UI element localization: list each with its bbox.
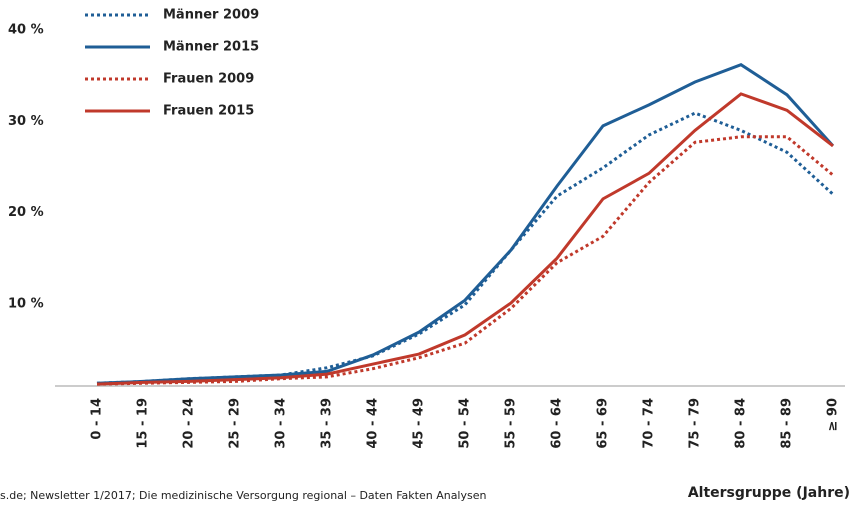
x-tick-label: 50 - 54: [458, 398, 473, 449]
y-tick-label: 30 %: [8, 114, 44, 129]
y-tick-label: 40 %: [8, 23, 44, 38]
x-tick-label: 85 - 89: [780, 398, 795, 449]
x-tick-label: 45 - 49: [412, 398, 427, 449]
x-tick-label: 80 - 84: [734, 398, 749, 449]
y-tick-label: 20 %: [8, 205, 44, 220]
source: s.de; Newsletter 1/2017; Die medizinisch…: [0, 489, 486, 502]
x-tick-label: 40 - 44: [366, 398, 381, 449]
x-tick-label: 15 - 19: [136, 398, 151, 449]
y-tick-label: 10 %: [8, 296, 44, 311]
x-tick-label: 0 - 14: [90, 398, 105, 440]
x-tick-label: 25 - 29: [228, 398, 243, 449]
x-axis-label: Altersgruppe (Jahre): [688, 485, 850, 501]
x-tick-label: ≥ 90: [826, 398, 841, 432]
legend-label: Frauen 2015: [163, 104, 254, 119]
x-tick-label: 60 - 64: [550, 398, 565, 449]
x-tick-label: 70 - 74: [642, 398, 657, 449]
legend-label: Männer 2015: [163, 40, 259, 55]
x-tick-label: 20 - 24: [182, 398, 197, 449]
legend-label: Frauen 2009: [163, 72, 254, 87]
x-tick-label: 35 - 39: [320, 398, 335, 449]
legend-label: Männer 2009: [163, 8, 259, 23]
x-tick-label: 30 - 34: [274, 398, 289, 449]
line: [96, 135, 834, 386]
x-tick-label: 55 - 59: [504, 398, 519, 449]
x-tick-label: 75 - 79: [688, 398, 703, 449]
x-tick-label: 65 - 69: [596, 398, 611, 449]
line: [96, 63, 835, 385]
line: [96, 92, 834, 386]
